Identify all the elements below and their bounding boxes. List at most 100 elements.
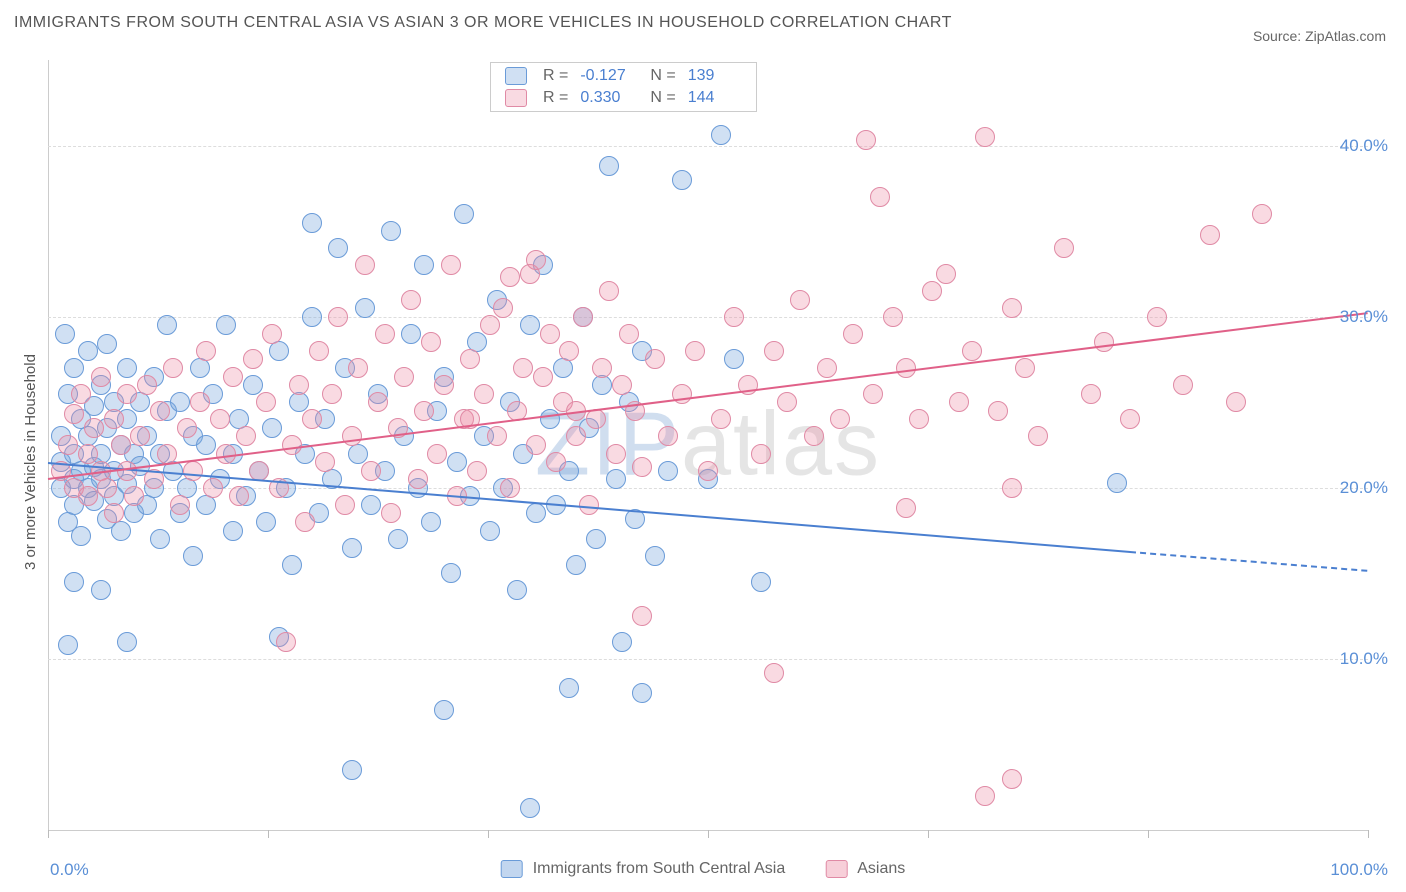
data-point — [295, 512, 315, 532]
data-point — [592, 358, 612, 378]
data-point — [579, 495, 599, 515]
data-point — [533, 367, 553, 387]
data-point — [408, 469, 428, 489]
data-point — [289, 375, 309, 395]
data-point — [658, 461, 678, 481]
data-point — [104, 409, 124, 429]
data-point — [342, 760, 362, 780]
data-point — [566, 555, 586, 575]
data-point — [962, 341, 982, 361]
data-point — [672, 170, 692, 190]
data-point — [157, 315, 177, 335]
data-point — [414, 401, 434, 421]
x-tick-mark — [1368, 830, 1369, 838]
data-point — [817, 358, 837, 378]
data-point — [64, 404, 84, 424]
data-point — [309, 341, 329, 361]
data-point — [328, 238, 348, 258]
data-point — [196, 495, 216, 515]
data-point — [619, 324, 639, 344]
data-point — [401, 290, 421, 310]
data-point — [586, 409, 606, 429]
data-point — [262, 418, 282, 438]
data-point — [322, 384, 342, 404]
data-point — [355, 298, 375, 318]
data-point — [183, 546, 203, 566]
stat-legend-box: R =-0.127N =139R =0.330N =144 — [490, 62, 757, 112]
data-point — [236, 426, 256, 446]
data-point — [243, 349, 263, 369]
data-point — [150, 529, 170, 549]
data-point — [586, 529, 606, 549]
data-point — [84, 418, 104, 438]
plot-area: ZIPatlas — [48, 60, 1368, 830]
source-name: ZipAtlas.com — [1305, 28, 1386, 44]
data-point — [401, 324, 421, 344]
data-point — [223, 521, 243, 541]
data-point — [804, 426, 824, 446]
data-point — [711, 409, 731, 429]
data-point — [1002, 298, 1022, 318]
x-tick-mark — [48, 830, 49, 838]
data-point — [71, 384, 91, 404]
data-point — [1015, 358, 1035, 378]
data-point — [282, 555, 302, 575]
data-point — [348, 358, 368, 378]
data-point — [520, 798, 540, 818]
data-point — [1107, 473, 1127, 493]
data-point — [500, 478, 520, 498]
data-point — [361, 495, 381, 515]
data-point — [553, 358, 573, 378]
stat-legend-row: R =0.330N =144 — [491, 87, 756, 109]
data-point — [1002, 478, 1022, 498]
bottom-legend: Immigrants from South Central AsiaAsians — [501, 860, 906, 878]
legend-label: Immigrants from South Central Asia — [533, 860, 786, 878]
data-point — [117, 358, 137, 378]
data-point — [381, 221, 401, 241]
data-point — [243, 375, 263, 395]
data-point — [566, 426, 586, 446]
data-point — [91, 367, 111, 387]
data-point — [361, 461, 381, 481]
data-point — [58, 435, 78, 455]
data-point — [302, 213, 322, 233]
data-point — [150, 401, 170, 421]
data-point — [843, 324, 863, 344]
data-point — [856, 130, 876, 150]
data-point — [157, 444, 177, 464]
data-point — [289, 392, 309, 412]
data-point — [269, 341, 289, 361]
data-point — [487, 426, 507, 446]
data-point — [909, 409, 929, 429]
data-point — [78, 444, 98, 464]
trend-line — [48, 312, 1368, 480]
data-point — [526, 435, 546, 455]
data-point — [64, 572, 84, 592]
data-point — [177, 418, 197, 438]
data-point — [606, 444, 626, 464]
data-point — [1173, 375, 1193, 395]
source-prefix: Source: — [1253, 28, 1305, 44]
data-point — [183, 461, 203, 481]
data-point — [210, 409, 230, 429]
data-point — [573, 307, 593, 327]
data-point — [645, 546, 665, 566]
data-point — [414, 255, 434, 275]
stat-n-label: N = — [650, 89, 675, 107]
x-tick-mark — [268, 830, 269, 838]
data-point — [388, 529, 408, 549]
data-point — [249, 461, 269, 481]
data-point — [262, 324, 282, 344]
data-point — [975, 127, 995, 147]
y-tick-label: 40.0% — [1340, 136, 1388, 156]
data-point — [507, 580, 527, 600]
data-point — [368, 392, 388, 412]
data-point — [434, 375, 454, 395]
data-point — [335, 495, 355, 515]
data-point — [434, 700, 454, 720]
data-point — [526, 503, 546, 523]
data-point — [480, 521, 500, 541]
data-point — [480, 315, 500, 335]
data-point — [460, 349, 480, 369]
data-point — [216, 444, 236, 464]
